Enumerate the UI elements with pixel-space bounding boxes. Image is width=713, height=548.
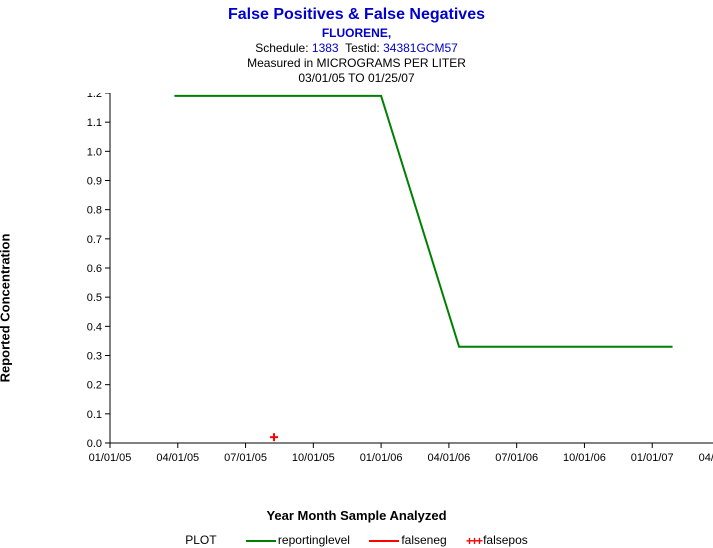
legend-label: PLOT xyxy=(185,533,216,547)
schedule-label: Schedule: xyxy=(255,41,308,55)
svg-text:1.1: 1.1 xyxy=(87,117,102,129)
date-range: 03/01/05 TO 01/25/07 xyxy=(0,71,713,85)
chart-svg: 0.0 0.1 0.2 0.3 0.4 0.5 0.6 0.7 0.8 0.9 1.0 1.1 1.2 0… xyxy=(35,93,713,473)
svg-text:0.1: 0.1 xyxy=(87,409,102,421)
legend-swatch-reportinglevel xyxy=(246,540,276,542)
legend-text-reportinglevel: reportinglevel xyxy=(278,533,350,547)
svg-text:0.3: 0.3 xyxy=(87,351,102,363)
legend-text-falseneg: falseneg xyxy=(401,533,446,547)
legend: PLOT reportinglevel falseneg +++falsepos xyxy=(0,533,713,548)
header-block: False Positives & False Negatives FLUORE… xyxy=(0,0,713,85)
legend-swatch-falseneg xyxy=(369,540,399,542)
legend-swatch-falsepos: +++ xyxy=(466,534,481,548)
svg-text:07/01/05: 07/01/05 xyxy=(224,452,267,464)
svg-text:0.5: 0.5 xyxy=(87,292,102,304)
chart-title: False Positives & False Negatives xyxy=(0,6,713,24)
svg-text:0.4: 0.4 xyxy=(87,321,102,333)
svg-text:01/01/05: 01/01/05 xyxy=(89,452,132,464)
schedule-value: 1383 xyxy=(312,41,339,55)
y-axis-label: Reported Concentration xyxy=(0,234,13,383)
schedule-line: Schedule: 1383 Testid: 34381GCM57 xyxy=(0,41,713,55)
svg-text:04/01/07: 04/01/07 xyxy=(699,452,713,464)
chart-subtitle: FLUORENE, xyxy=(0,26,713,40)
svg-text:10/01/06: 10/01/06 xyxy=(563,452,606,464)
svg-text:0.8: 0.8 xyxy=(87,205,102,217)
svg-text:01/01/06: 01/01/06 xyxy=(360,452,403,464)
svg-text:0.9: 0.9 xyxy=(87,176,102,188)
svg-text:07/01/06: 07/01/06 xyxy=(495,452,538,464)
svg-text:0.6: 0.6 xyxy=(87,263,102,275)
legend-item-falseneg: falseneg xyxy=(369,533,446,547)
svg-text:1.2: 1.2 xyxy=(87,93,102,100)
svg-text:10/01/05: 10/01/05 xyxy=(292,452,335,464)
legend-text-falsepos: falsepos xyxy=(483,533,528,547)
svg-text:04/01/06: 04/01/06 xyxy=(427,452,470,464)
legend-item-reportinglevel: reportinglevel xyxy=(246,533,350,547)
svg-text:04/01/05: 04/01/05 xyxy=(156,452,199,464)
svg-text:01/01/07: 01/01/07 xyxy=(631,452,674,464)
svg-text:0.7: 0.7 xyxy=(87,234,102,246)
measured-in: Measured in MICROGRAMS PER LITER xyxy=(0,56,713,70)
svg-text:0.2: 0.2 xyxy=(87,380,102,392)
svg-text:0.0: 0.0 xyxy=(87,438,102,450)
testid-label: Testid: xyxy=(345,41,380,55)
testid-value: 34381GCM57 xyxy=(383,41,458,55)
svg-text:1.0: 1.0 xyxy=(87,146,102,158)
legend-item-falsepos: +++falsepos xyxy=(466,533,528,548)
chart-area: Reported Concentration 0.00.10.20.30.40.… xyxy=(35,93,713,523)
x-axis-label: Year Month Sample Analyzed xyxy=(0,508,713,523)
